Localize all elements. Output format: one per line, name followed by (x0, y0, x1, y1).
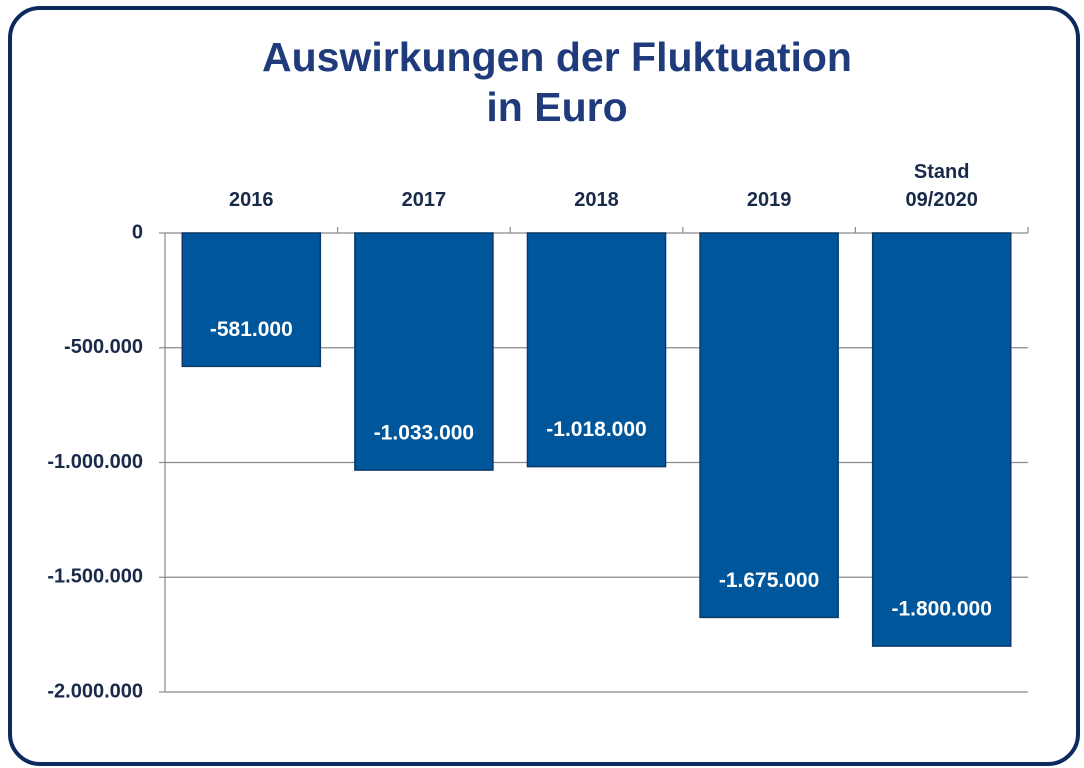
chart-title: in Euro (486, 84, 627, 130)
bar (699, 232, 839, 619)
bar (354, 232, 494, 471)
x-tick-label: Stand 09/2020 (905, 161, 978, 211)
value-label: -1.018.000 (546, 418, 646, 441)
chart-title: Auswirkungen der Fluktuation (262, 34, 852, 80)
x-tick-label: 2016 (229, 189, 274, 211)
bar (871, 232, 1012, 647)
bar (526, 232, 667, 468)
y-tick-label: -2.000.000 (47, 680, 143, 702)
value-label: -1.675.000 (719, 569, 819, 592)
value-label: -1.800.000 (891, 598, 991, 621)
x-tick-label: 2018 (574, 189, 619, 211)
y-tick-label: -1.500.000 (47, 566, 143, 588)
x-tick-label: 2017 (401, 189, 447, 211)
value-label: -1.033.000 (374, 422, 474, 445)
value-label: -581.000 (210, 318, 293, 341)
y-tick-label: -1.000.000 (47, 451, 143, 473)
x-tick-label: 2019 (746, 189, 792, 211)
y-tick-label: -500.000 (64, 336, 143, 358)
y-tick-label: 0 (132, 221, 143, 243)
bar (181, 232, 322, 368)
